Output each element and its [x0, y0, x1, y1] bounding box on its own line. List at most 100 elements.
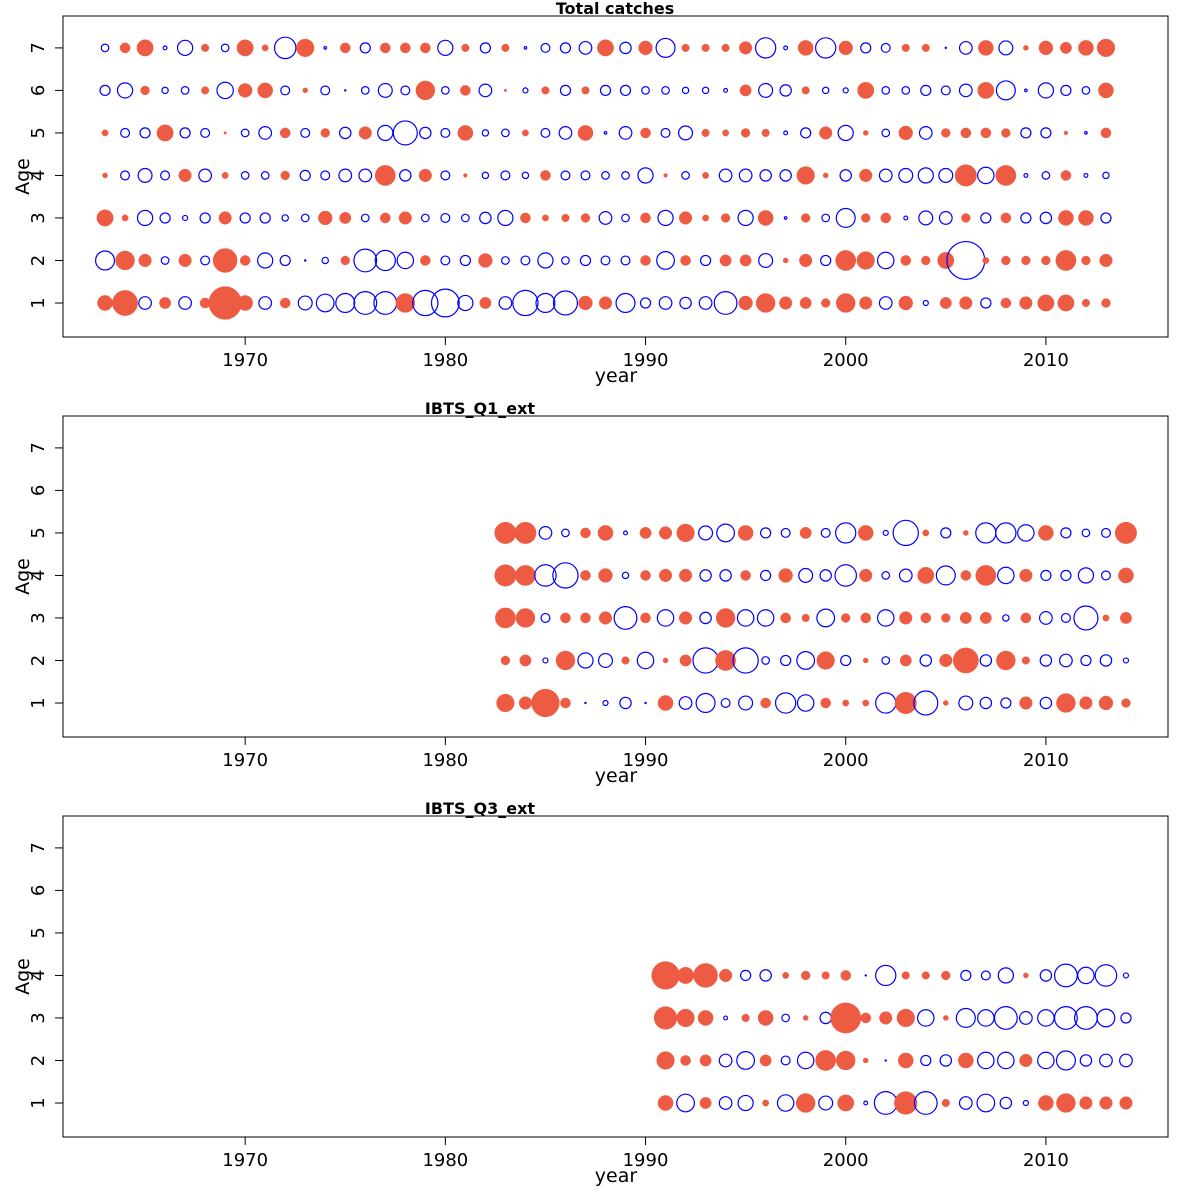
- positive-residual: [701, 128, 710, 137]
- positive-residual: [975, 565, 997, 586]
- negative-residual: [1094, 964, 1118, 987]
- negative-residual: [481, 129, 490, 137]
- negative-residual: [176, 39, 194, 57]
- negative-residual: [917, 167, 934, 184]
- positive-residual: [339, 212, 352, 224]
- positive-residual: [960, 570, 972, 581]
- negative-residual: [656, 609, 675, 627]
- positive-residual: [963, 530, 969, 536]
- negative-residual: [621, 571, 630, 580]
- negative-residual: [1060, 569, 1072, 582]
- positive-residual: [501, 43, 510, 52]
- positive-residual: [862, 130, 869, 136]
- positive-residual: [959, 612, 972, 624]
- y-axis-label: Age: [12, 158, 34, 195]
- positive-residual: [740, 128, 751, 138]
- negative-residual: [120, 170, 131, 181]
- positive-residual: [801, 86, 810, 95]
- y-tick-label: 1: [28, 1097, 49, 1108]
- negative-residual: [537, 252, 554, 269]
- negative-residual: [430, 288, 460, 318]
- positive-residual: [782, 972, 790, 979]
- plot-frame: [62, 415, 1169, 738]
- negative-residual: [440, 212, 451, 223]
- negative-residual: [713, 291, 738, 315]
- negative-residual: [501, 128, 510, 138]
- positive-residual: [1118, 567, 1134, 584]
- negative-residual: [437, 39, 454, 57]
- positive-residual: [943, 700, 949, 706]
- positive-residual: [799, 253, 813, 268]
- negative-residual: [898, 167, 914, 183]
- positive-residual: [836, 1050, 856, 1071]
- negative-residual: [783, 216, 788, 220]
- positive-residual: [156, 124, 174, 142]
- positive-residual: [941, 1098, 950, 1108]
- negative-residual: [818, 1095, 834, 1111]
- negative-residual: [1099, 654, 1113, 667]
- positive-residual: [500, 655, 511, 666]
- negative-residual: [619, 41, 632, 55]
- negative-residual: [520, 255, 531, 266]
- negative-residual: [835, 207, 856, 229]
- negative-residual: [419, 126, 432, 140]
- negative-residual: [1023, 172, 1029, 178]
- positive-residual: [943, 1015, 949, 1021]
- negative-residual: [681, 171, 690, 180]
- positive-residual: [778, 568, 793, 583]
- positive-residual: [979, 612, 992, 624]
- negative-residual: [723, 1015, 729, 1021]
- positive-residual: [841, 613, 851, 623]
- x-tick-label: 1990: [623, 1150, 669, 1171]
- positive-residual: [279, 297, 291, 309]
- negative-residual: [179, 127, 191, 139]
- negative-residual: [558, 126, 573, 140]
- negative-residual: [636, 651, 655, 670]
- negative-residual: [116, 82, 134, 99]
- positive-residual: [663, 173, 668, 178]
- positive-residual: [796, 166, 815, 185]
- y-tick-label: 5: [28, 127, 49, 138]
- positive-residual: [662, 657, 669, 664]
- negative-residual: [535, 292, 556, 314]
- negative-residual: [181, 214, 189, 222]
- positive-residual: [101, 129, 109, 137]
- positive-residual: [201, 43, 210, 52]
- x-axis-label: year: [595, 365, 638, 387]
- positive-residual: [939, 297, 952, 309]
- positive-residual: [917, 566, 935, 584]
- negative-residual: [754, 37, 777, 59]
- positive-residual: [739, 254, 752, 267]
- positive-residual: [738, 295, 753, 311]
- y-tick-label: 7: [28, 42, 49, 53]
- positive-residual: [757, 1010, 774, 1026]
- positive-residual: [961, 213, 971, 223]
- x-tick-label: 2000: [823, 1150, 869, 1171]
- negative-residual: [980, 212, 992, 224]
- positive-residual: [1079, 696, 1093, 710]
- positive-residual: [638, 40, 653, 56]
- positive-residual: [140, 85, 150, 96]
- x-tick-label: 1970: [222, 750, 268, 771]
- negative-residual: [658, 296, 673, 310]
- negative-residual: [498, 296, 513, 310]
- negative-residual: [977, 166, 995, 185]
- positive-residual: [1019, 568, 1033, 582]
- negative-residual: [621, 213, 630, 223]
- negative-residual: [1053, 1006, 1078, 1030]
- positive-residual: [921, 43, 930, 52]
- positive-residual: [318, 210, 333, 226]
- positive-residual: [715, 650, 736, 671]
- negative-residual: [1100, 527, 1111, 538]
- positive-residual: [1055, 250, 1077, 271]
- negative-residual: [619, 696, 632, 710]
- negative-residual: [420, 213, 430, 223]
- positive-residual: [821, 298, 831, 308]
- positive-residual: [395, 293, 416, 313]
- y-tick-label: 2: [28, 1055, 49, 1066]
- positive-residual: [279, 127, 291, 139]
- negative-residual: [1100, 212, 1112, 224]
- chart-title: Total catches: [556, 0, 674, 18]
- negative-residual: [100, 43, 110, 53]
- positive-residual: [860, 1012, 872, 1024]
